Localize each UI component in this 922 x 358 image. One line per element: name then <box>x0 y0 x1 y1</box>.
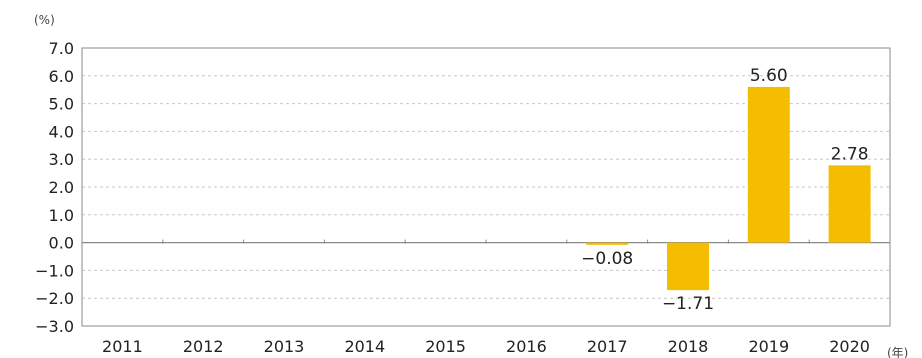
bar-2017 <box>586 242 629 245</box>
bar-2019 <box>747 86 790 243</box>
plot-border <box>81 47 891 327</box>
y-tick-labels: 7.0 6.0 5.0 4.0 3.0 2.0 1.0 0.0 −1.0 −2.0 −3.0 <box>35 39 74 336</box>
x-tick-label: 2018 <box>668 337 709 356</box>
x-tick-label: 2015 <box>425 337 466 356</box>
bar-2020 <box>828 165 871 243</box>
y-tick-label: 5.0 <box>49 95 74 114</box>
x-tick-label: 2020 <box>829 337 870 356</box>
x-axis-unit: (年) <box>887 346 908 358</box>
x-tick-label: 2014 <box>344 337 385 356</box>
y-tick-label: −2.0 <box>35 289 74 308</box>
y-tick-label: 4.0 <box>49 122 74 141</box>
y-tick-label: 2.0 <box>49 178 74 197</box>
bar-2018 <box>667 242 709 291</box>
data-label-2018: −1.71 <box>662 294 714 314</box>
data-labels: −0.08 −1.71 5.60 2.78 <box>581 66 868 314</box>
data-label-2020: 2.78 <box>831 144 869 164</box>
x-tick-label: 2013 <box>264 337 305 356</box>
bars <box>586 86 871 291</box>
x-tick-label: 2019 <box>748 337 789 356</box>
data-label-2019: 5.60 <box>750 66 788 86</box>
data-label-2017: −0.08 <box>581 249 633 269</box>
plot-frame <box>81 47 891 327</box>
y-tick-label: 7.0 <box>49 39 74 58</box>
y-tick-label: 6.0 <box>49 67 74 86</box>
y-tick-label: −1.0 <box>35 261 74 280</box>
x-tick-label: 2011 <box>102 337 143 356</box>
y-tick-label: −3.0 <box>35 317 74 336</box>
x-tick-labels: 2011 2012 2013 2014 2015 2016 2017 2018 2019 2020 <box>102 337 870 356</box>
y-axis-unit: (%) <box>34 13 55 27</box>
y-tick-label: 1.0 <box>49 206 74 225</box>
x-tick-label: 2012 <box>183 337 224 356</box>
x-tick-label: 2016 <box>506 337 547 356</box>
y-tick-label: 3.0 <box>49 150 74 169</box>
y-tick-label: 0.0 <box>49 234 74 253</box>
x-tick-label: 2017 <box>587 337 628 356</box>
